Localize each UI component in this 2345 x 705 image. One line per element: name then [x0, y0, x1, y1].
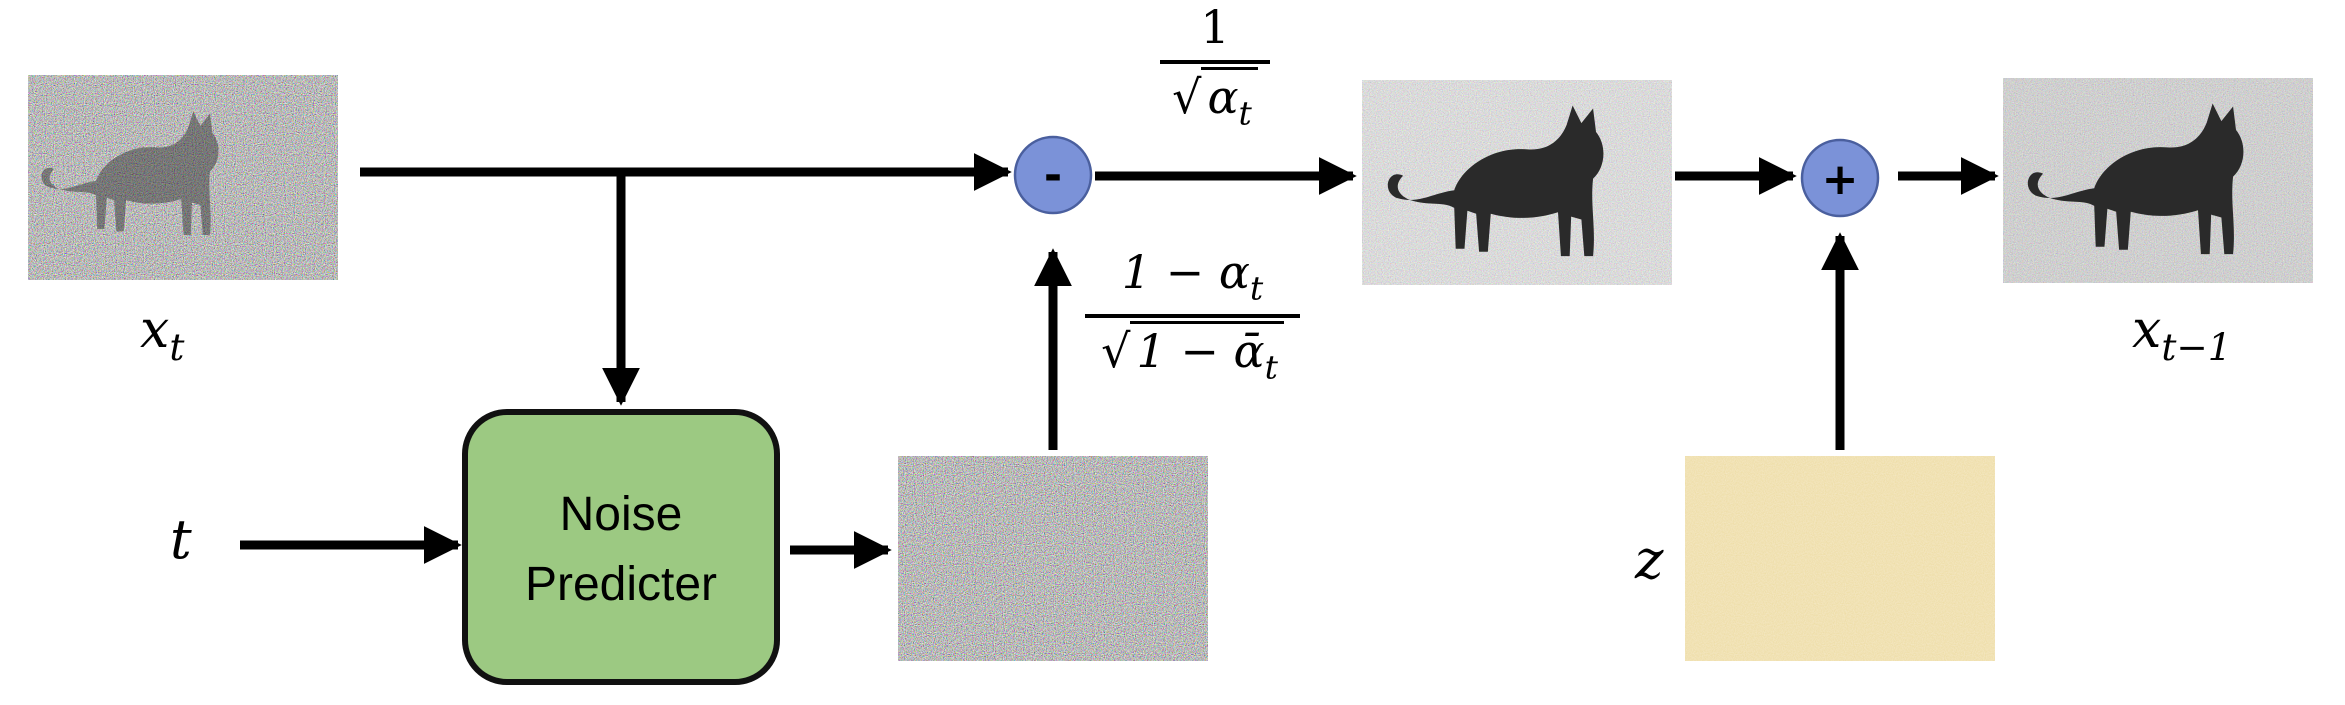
formula-noise-coeff-denominator: √ 1 − ᾱt	[1085, 320, 1300, 386]
label-xt-minus-1: xt−1	[2132, 300, 2232, 370]
denoised-mean-image	[1362, 80, 1672, 285]
predicted-noise-image	[898, 456, 1208, 661]
minus-operator: -	[1013, 135, 1093, 215]
label-t: t	[170, 508, 192, 571]
noise-predicter-box: Noise Predicter	[462, 409, 780, 685]
formula-scale-denominator: √ αt	[1160, 67, 1270, 133]
plus-symbol: +	[1822, 154, 1859, 205]
noisy-image-xt	[28, 75, 338, 280]
random-noise-z-image	[1685, 456, 1995, 661]
formula-noise-coeff: 1 − αt √ 1 − ᾱt	[1085, 245, 1300, 386]
formula-scale: 1 √ αt	[1160, 0, 1270, 133]
formula-scale-numerator: 1	[1200, 0, 1230, 54]
minus-symbol: -	[1044, 150, 1062, 201]
noise-predicter-line1: Noise	[560, 488, 683, 541]
label-xt: xt	[140, 300, 185, 370]
noise-predicter-line2: Predicter	[525, 558, 717, 611]
formula-scale-bar	[1160, 60, 1270, 64]
plus-operator: +	[1800, 138, 1880, 218]
formula-noise-coeff-numerator: 1 − αt	[1121, 245, 1264, 308]
formula-noise-coeff-bar	[1085, 313, 1300, 318]
output-image-xt-minus-1	[2003, 78, 2313, 283]
label-z: z	[1635, 528, 1664, 591]
arrows	[240, 153, 1999, 569]
